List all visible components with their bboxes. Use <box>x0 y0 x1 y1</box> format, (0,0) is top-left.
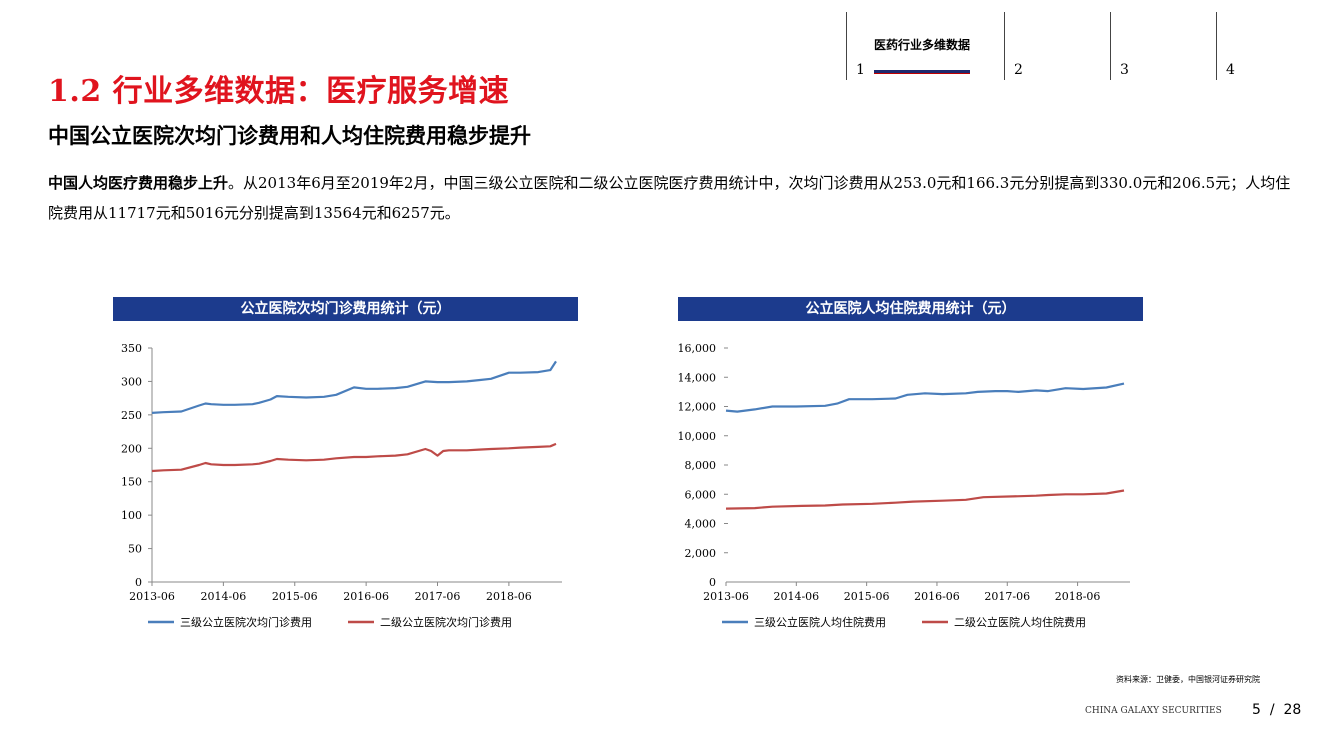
y-tick-label: 2,000 <box>685 547 717 560</box>
legend-label: 二级公立医院次均门诊费用 <box>380 615 512 629</box>
x-tick-label: 2017-06 <box>415 590 461 603</box>
y-tick-label: 50 <box>128 543 142 556</box>
legend-label: 二级公立医院人均住院费用 <box>954 615 1086 629</box>
x-tick-label: 2013-06 <box>129 590 175 603</box>
x-tick-label: 2014-06 <box>201 590 247 603</box>
page-number: 5 / 28 <box>1252 702 1301 718</box>
nav-active-label: 医药行业多维数据 <box>874 38 971 52</box>
y-tick-label: 8,000 <box>685 459 717 472</box>
chart-outpatient-cost: 0 50 100 150 200 250 300 350 2013-06 2014-06 2015-… <box>121 342 562 629</box>
y-tick-label: 150 <box>121 476 142 489</box>
page-title: 1.2 行业多维数据：医疗服务增速 <box>48 74 510 109</box>
nav-section-1[interactable]: 1 <box>856 62 865 78</box>
chart-2-title: 公立医院人均住院费用统计（元） <box>678 297 1143 321</box>
y-tick-label: 100 <box>121 509 142 522</box>
page-separator: / <box>1269 702 1275 718</box>
chart-inpatient-cost: 0 2,000 4,000 6,000 8,000 10,000 12,000 14,000 1… <box>678 342 1130 629</box>
chart-1-title: 公立医院次均门诊费用统计（元） <box>113 297 578 321</box>
series-line-tier3 <box>151 360 557 414</box>
x-tick-label: 2015-06 <box>844 590 890 603</box>
y-tick-label: 200 <box>121 442 142 455</box>
series-line-tier2 <box>725 489 1125 510</box>
summary-text: 。从2013年6月至2019年2月，中国三级公立医院和二级公立医院医疗费用统计中… <box>48 174 1291 222</box>
x-tick-label: 2018-06 <box>486 590 532 603</box>
x-tick-label: 2016-06 <box>343 590 389 603</box>
nav-divider <box>846 12 847 80</box>
nav-section-4[interactable]: 4 <box>1226 62 1235 78</box>
page-subtitle: 中国公立医院次均门诊费用和人均住院费用稳步提升 <box>48 124 531 148</box>
footer-brand: CHINA GALAXY SECURITIES <box>1085 706 1222 716</box>
legend-label: 三级公立医院次均门诊费用 <box>180 615 312 629</box>
x-tick-label: 2015-06 <box>272 590 318 603</box>
nav-section-2[interactable]: 2 <box>1014 62 1023 78</box>
y-tick-label: 0 <box>709 576 716 589</box>
y-tick-label: 16,000 <box>678 342 717 355</box>
summary-paragraph: 中国人均医疗费用稳步上升。从2013年6月至2019年2月，中国三级公立医院和二… <box>48 168 1298 228</box>
series-line-tier3 <box>725 382 1125 413</box>
page-total: 28 <box>1283 702 1302 718</box>
y-tick-label: 0 <box>135 576 142 589</box>
x-tick-label: 2018-06 <box>1055 590 1101 603</box>
nav-section-3[interactable]: 3 <box>1120 62 1129 78</box>
nav-divider <box>1004 12 1005 80</box>
source-note: 资料来源：卫健委，中国银河证券研究院 <box>1116 675 1260 684</box>
y-tick-label: 250 <box>121 409 142 422</box>
legend-label: 三级公立医院人均住院费用 <box>754 615 886 629</box>
y-tick-label: 4,000 <box>685 518 717 531</box>
y-tick-label: 10,000 <box>678 430 717 443</box>
summary-highlight: 中国人均医疗费用稳步上升 <box>48 174 229 192</box>
y-tick-label: 6,000 <box>685 488 717 501</box>
x-tick-label: 2016-06 <box>914 590 960 603</box>
x-tick-label: 2017-06 <box>984 590 1030 603</box>
section-nav: 医药行业多维数据 1 2 3 4 <box>846 12 1333 82</box>
page-current: 5 <box>1252 702 1261 718</box>
nav-active-indicator <box>874 70 970 74</box>
nav-divider <box>1216 12 1217 80</box>
y-tick-label: 14,000 <box>678 371 717 384</box>
series-line-tier2 <box>151 442 557 473</box>
y-tick-label: 350 <box>121 342 142 355</box>
x-tick-label: 2014-06 <box>773 590 819 603</box>
nav-divider <box>1110 12 1111 80</box>
x-tick-label: 2013-06 <box>703 590 749 603</box>
y-tick-label: 12,000 <box>678 401 717 414</box>
y-tick-label: 300 <box>121 375 142 388</box>
